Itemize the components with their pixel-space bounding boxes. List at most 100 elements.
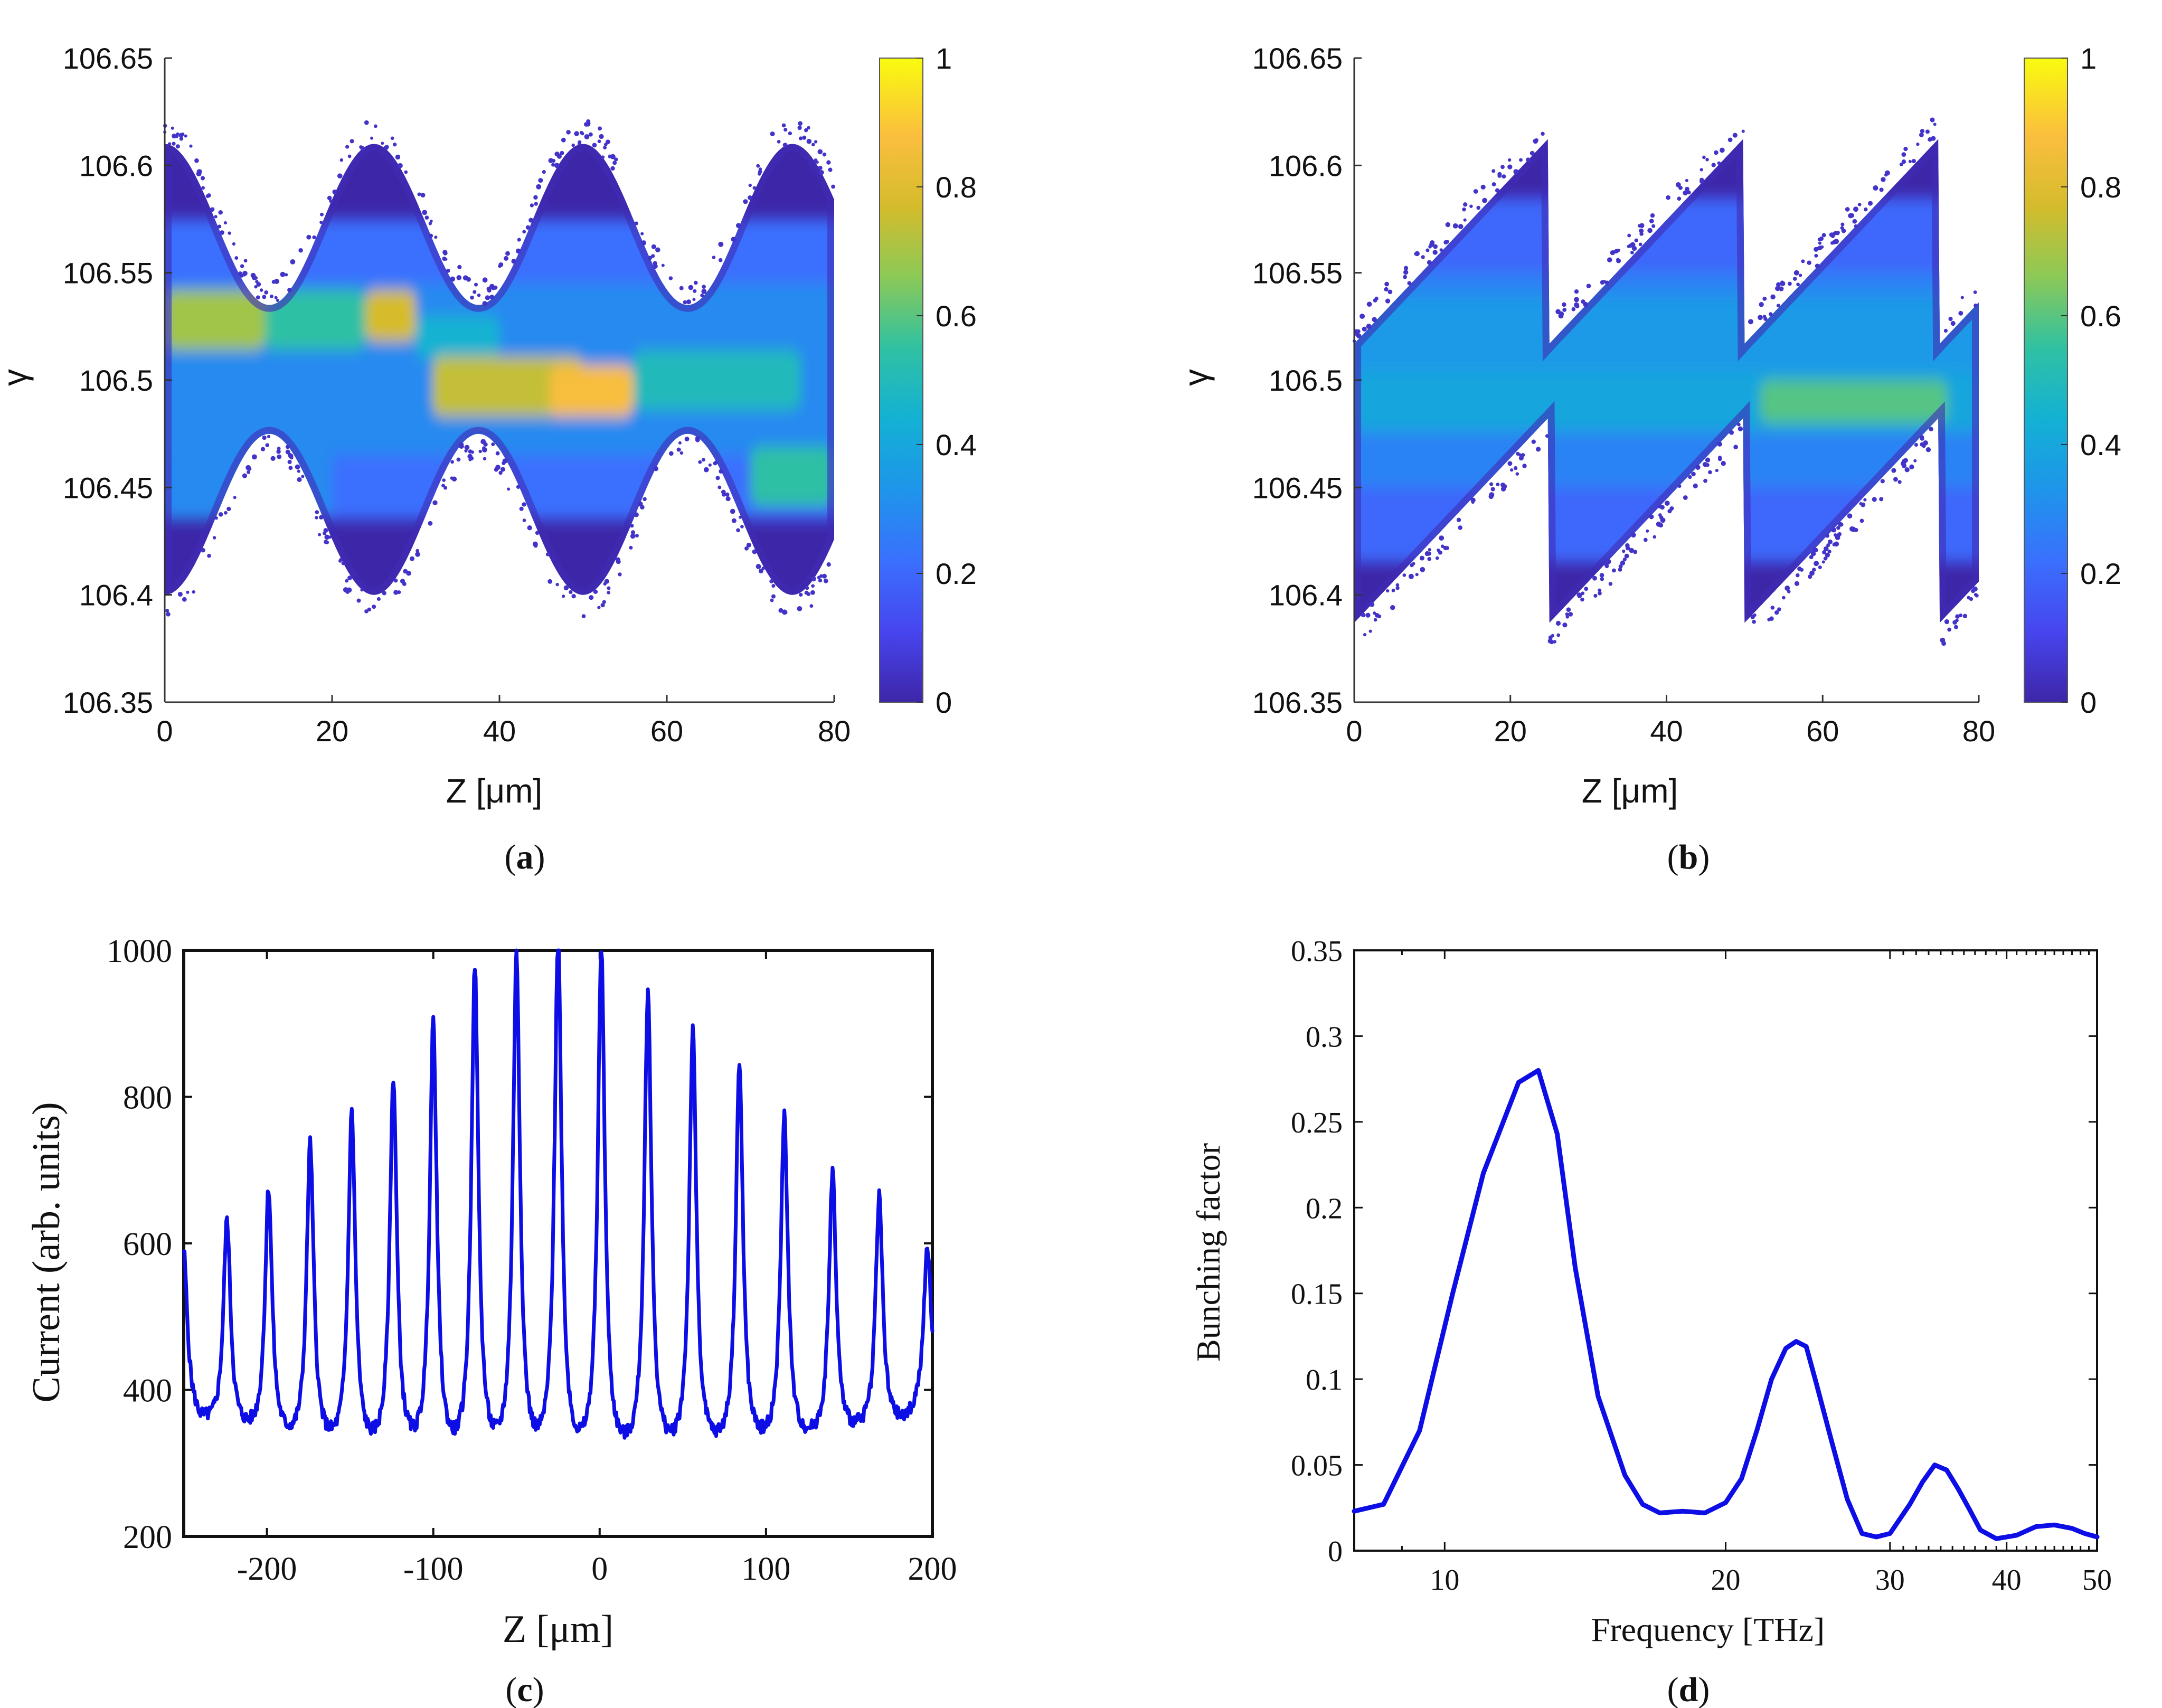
b-particle (1606, 559, 1611, 564)
a-band-7 (750, 447, 834, 507)
b-particle (1825, 552, 1830, 558)
a-particle (507, 487, 511, 491)
b-particle (1390, 605, 1395, 610)
b-particle (1643, 537, 1648, 542)
a-particle (262, 295, 267, 299)
b-particle (1793, 270, 1799, 276)
b-particle (1854, 224, 1858, 228)
a-y-tick-label: 106.4 (79, 579, 153, 612)
a-particle (511, 259, 516, 264)
b-particle (1489, 492, 1494, 497)
b-particle (1391, 588, 1395, 592)
a-particle (610, 166, 615, 171)
b-particle (1967, 596, 1971, 600)
b-particle (1929, 427, 1933, 431)
b-particle (1717, 441, 1722, 447)
a-particle (736, 528, 740, 533)
a-particle (280, 271, 286, 277)
b-particle (1700, 168, 1703, 172)
a-particle (688, 285, 694, 290)
b-particle (1617, 249, 1620, 252)
b-particle (1733, 445, 1738, 450)
b-colorbar-tick-label: 0.6 (2080, 299, 2121, 333)
b-particle (1369, 601, 1375, 607)
b-particle (1705, 457, 1711, 463)
a-particle (811, 143, 815, 147)
b-particle (1627, 233, 1631, 238)
panel-d-axes: 10 20 30 40 50 0 0.05 0.1 0.15 0.2 0.25 0.3 0.35 (1291, 935, 2112, 1597)
b-particle (1495, 188, 1500, 193)
a-particle (542, 170, 546, 174)
b-particle (1824, 546, 1829, 552)
b-particle (1618, 568, 1622, 572)
a-particle (182, 597, 187, 602)
a-x-tick-label: 60 (650, 714, 683, 748)
a-particle (797, 125, 802, 130)
b-particle (1667, 509, 1672, 514)
a-particle (393, 143, 397, 147)
a-particle (207, 553, 211, 558)
b-particle (1427, 556, 1432, 561)
b-particle (1714, 150, 1719, 155)
a-particle (783, 128, 788, 132)
a-particle (651, 244, 656, 249)
b-particle (1947, 627, 1951, 632)
b-particle (1646, 529, 1649, 533)
b-particle (1920, 129, 1925, 134)
a-particle (192, 590, 195, 594)
b-particle (1500, 482, 1505, 487)
a-particle (217, 224, 222, 229)
b-particle (1653, 535, 1656, 539)
a-particle (474, 282, 478, 287)
a-particle (466, 277, 471, 282)
a-particle (708, 463, 712, 467)
a-band-1 (265, 290, 366, 351)
a-particle (525, 225, 531, 230)
a-particle (319, 221, 323, 224)
a-particle (242, 473, 248, 478)
b-particle (1959, 614, 1963, 618)
a-particle (715, 476, 720, 480)
a-particle (600, 603, 605, 608)
b-particle (1624, 553, 1629, 559)
c-y-tick-label: 600 (123, 1226, 172, 1262)
a-particle (643, 497, 647, 502)
a-particle (319, 515, 324, 520)
a-particle (491, 442, 495, 446)
b-particle (1513, 169, 1519, 175)
panel-c-current-line (182, 948, 934, 1440)
a-particle (607, 591, 610, 595)
panel-d-bunching-plot: 10 20 30 40 50 0 0.05 0.1 0.15 0.2 0.25 0.3 0.35 Fre… (1189, 935, 2112, 1708)
a-particle (247, 470, 251, 474)
a-particle (166, 612, 171, 617)
a-particle (571, 593, 576, 599)
a-particle (700, 294, 704, 298)
b-particle (1831, 527, 1836, 533)
a-particle (315, 516, 318, 520)
b-particle (1847, 513, 1853, 519)
b-particle (1545, 434, 1549, 438)
b-particle (1675, 182, 1681, 187)
b-particle (1904, 467, 1910, 473)
b-particle (1625, 545, 1630, 551)
b-particle (1973, 290, 1977, 294)
b-particle (1598, 591, 1602, 596)
b-particle (1833, 231, 1838, 235)
b-particle (1729, 430, 1734, 435)
b-particle (1827, 550, 1831, 554)
a-particle (770, 598, 774, 602)
a-particle (246, 465, 251, 470)
a-particle (339, 158, 344, 162)
a-particle (473, 290, 477, 294)
d-x-tick-label: 30 (1875, 1564, 1905, 1597)
d-x-tick-label: 40 (1992, 1564, 2022, 1597)
a-particle (417, 192, 421, 196)
b-particle (1801, 259, 1805, 263)
b-particle (1562, 302, 1566, 307)
a-particle (214, 516, 218, 520)
d-y-tick-label: 0 (1328, 1535, 1343, 1568)
b-particle (1925, 447, 1931, 452)
a-particle (752, 549, 757, 554)
b-particle (1620, 560, 1626, 566)
b-particle (1814, 561, 1819, 567)
